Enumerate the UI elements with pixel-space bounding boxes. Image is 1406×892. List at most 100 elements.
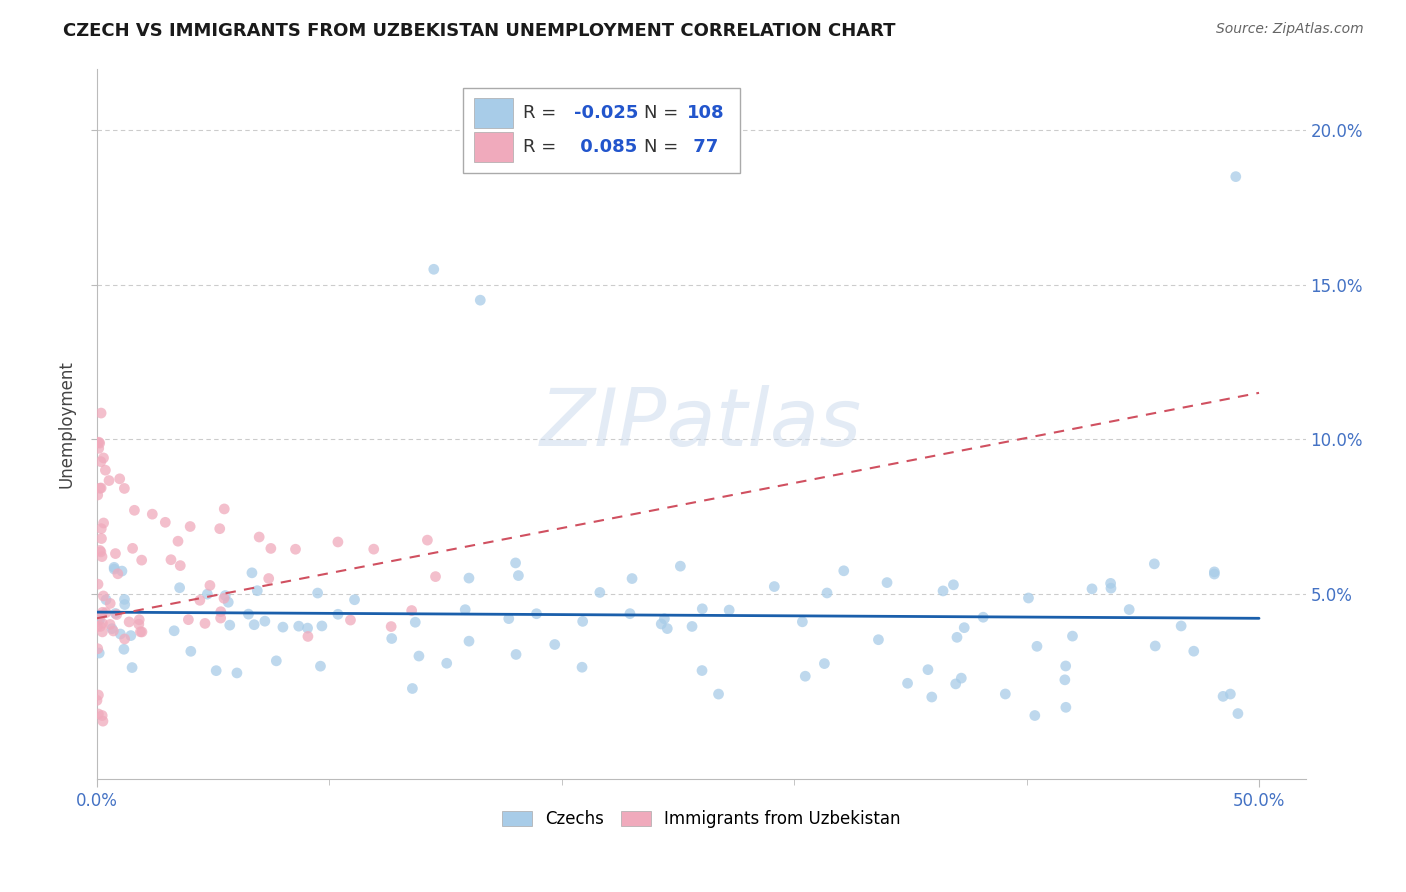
Point — [93, 589, 115, 603]
Point — [311, 619, 333, 633]
Point — [121, 541, 143, 556]
Point — [188, 593, 211, 607]
Point — [86, 435, 108, 450]
Point — [87, 435, 110, 450]
Point — [217, 595, 239, 609]
Point — [326, 535, 349, 549]
Point — [112, 642, 135, 657]
Point — [942, 578, 965, 592]
Point — [118, 615, 141, 629]
Point — [266, 654, 288, 668]
Point — [458, 571, 481, 585]
Point — [621, 572, 644, 586]
Point — [128, 617, 150, 632]
Point — [505, 556, 527, 570]
Point — [91, 605, 114, 619]
Point — [718, 603, 741, 617]
Point — [1144, 639, 1167, 653]
Point — [260, 541, 283, 556]
Point — [1143, 557, 1166, 571]
Point — [297, 629, 319, 643]
Point — [89, 436, 111, 450]
Point — [1226, 706, 1249, 721]
Text: 77: 77 — [686, 137, 718, 156]
Point — [307, 586, 329, 600]
Point — [104, 607, 127, 621]
Point — [120, 629, 142, 643]
Point — [297, 621, 319, 635]
FancyBboxPatch shape — [463, 88, 740, 173]
Point — [218, 618, 240, 632]
Point — [93, 516, 115, 530]
Point — [868, 632, 890, 647]
Text: -0.025: -0.025 — [574, 104, 638, 122]
Point — [589, 585, 612, 599]
Point — [253, 614, 276, 628]
Point — [177, 613, 200, 627]
Point — [972, 610, 994, 624]
Point — [167, 534, 190, 549]
Point — [87, 577, 110, 591]
Point — [1062, 629, 1084, 643]
Point — [326, 607, 349, 622]
Point — [1170, 619, 1192, 633]
Point — [98, 597, 121, 611]
Point — [401, 603, 423, 617]
Point — [114, 592, 136, 607]
Point — [498, 612, 520, 626]
Point — [212, 591, 235, 606]
Point — [94, 463, 117, 477]
Point — [103, 624, 125, 638]
Point — [1204, 565, 1226, 579]
Point — [423, 262, 446, 277]
Point — [1081, 582, 1104, 596]
Point — [208, 522, 231, 536]
Point — [287, 619, 309, 633]
Point — [90, 545, 112, 559]
Point — [121, 660, 143, 674]
Point — [91, 624, 114, 639]
Point — [669, 559, 692, 574]
Point — [91, 616, 114, 631]
Point — [103, 560, 125, 574]
Point — [794, 669, 817, 683]
Point — [89, 613, 111, 627]
Point — [103, 562, 125, 576]
Point — [815, 586, 838, 600]
Point — [994, 687, 1017, 701]
Point — [571, 615, 593, 629]
Point — [243, 617, 266, 632]
Point — [401, 681, 423, 696]
Point — [1026, 640, 1049, 654]
Point — [309, 659, 332, 673]
Point — [141, 507, 163, 521]
Point — [650, 617, 672, 632]
Point — [240, 566, 263, 580]
Point — [526, 607, 548, 621]
Point — [1225, 169, 1247, 184]
Point — [90, 481, 112, 495]
Point — [163, 624, 186, 638]
FancyBboxPatch shape — [474, 132, 513, 161]
Point — [876, 575, 898, 590]
Point — [247, 530, 270, 544]
Point — [90, 608, 112, 623]
Point — [131, 553, 153, 567]
Point — [87, 488, 110, 502]
Point — [1182, 644, 1205, 658]
Point — [205, 664, 228, 678]
Point — [87, 641, 110, 656]
Point — [380, 619, 402, 633]
Text: R =: R = — [523, 104, 562, 122]
Point — [1212, 690, 1234, 704]
Point — [214, 502, 236, 516]
Point — [91, 714, 114, 728]
Point — [128, 613, 150, 627]
Point — [93, 450, 115, 465]
Point — [404, 615, 426, 630]
Point — [921, 690, 943, 704]
Point — [813, 657, 835, 671]
Point — [90, 522, 112, 536]
Point — [86, 693, 108, 707]
Point — [763, 580, 786, 594]
